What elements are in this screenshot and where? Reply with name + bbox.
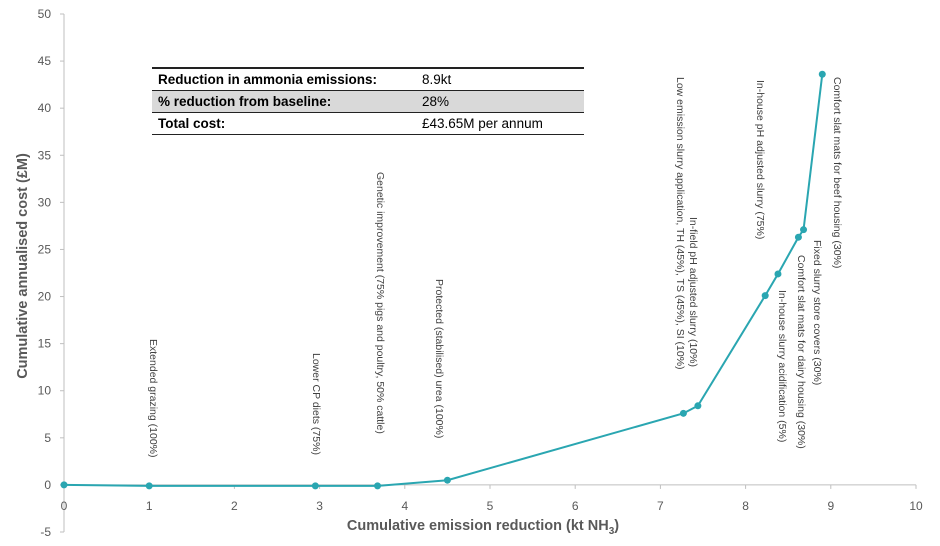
summary-value: £43.65M per annum (422, 116, 543, 131)
y-tick-label: 50 (38, 7, 52, 21)
x-tick-label: 9 (827, 499, 834, 513)
y-tick-label: 35 (38, 148, 52, 162)
summary-value: 28% (416, 90, 584, 113)
data-point (145, 482, 153, 490)
annotation-label: Extended grazing (100%) (147, 339, 159, 458)
annotation-label: Protected (stabilised) urea (100%) (433, 279, 445, 438)
x-tick-label: 3 (316, 499, 323, 513)
annotation-label: Low emission slurry application, TH (45%… (674, 77, 686, 370)
annotation-label: Comfort slat mats for dairy housing (30%… (795, 255, 807, 449)
annotation-label: Fixed slurry store covers (30%) (811, 240, 823, 385)
y-tick-label: 5 (44, 431, 51, 445)
annotations: Extended grazing (100%) Lower CP diets (7… (147, 77, 843, 458)
x-tick-label: 1 (146, 499, 153, 513)
y-tick-label: 45 (38, 54, 52, 68)
summary-label: % reduction from baseline: (152, 90, 416, 113)
y-tick-label: -5 (40, 525, 51, 539)
y-tick-label: 30 (38, 195, 52, 209)
y-tick-label: 0 (44, 478, 51, 492)
y-tick-label: 20 (38, 290, 52, 304)
y-tick-label: 25 (38, 242, 52, 256)
data-point (818, 70, 826, 78)
summary-row: Reduction in ammonia emissions: 8.9kt (152, 67, 584, 91)
summary-label: Total cost: (158, 116, 226, 131)
summary-row: % reduction from baseline: 28% (152, 90, 584, 113)
x-tick-label: 2 (231, 499, 238, 513)
annotation-label: Comfort slat mats for beef housing (30%) (831, 77, 843, 268)
summary-label: Reduction in ammonia emissions: (152, 67, 416, 91)
x-tick-label: 5 (487, 499, 494, 513)
annotation-label: Genetic improvement (75% pigs and poultr… (374, 172, 386, 434)
y-tick-label: 15 (38, 337, 52, 351)
data-point (679, 409, 687, 417)
x-tick-label: 7 (657, 499, 664, 513)
data-point (794, 233, 802, 241)
y-axis-title: Cumulative annualised cost (£M) (15, 153, 31, 379)
x-tick-label: 10 (909, 499, 923, 513)
data-point (800, 226, 808, 234)
x-tick-label: 0 (61, 499, 68, 513)
data-point (761, 292, 769, 300)
x-axis-title: Cumulative emission reduction (kt NH3) (347, 518, 619, 537)
x-tick-label: 4 (401, 499, 408, 513)
data-point (774, 270, 782, 278)
data-point (374, 482, 382, 490)
annotation-label: In-house slurry acidification (5%) (776, 290, 788, 442)
y-tick-label: 40 (38, 101, 52, 115)
data-point (694, 402, 702, 410)
annotation-label: In-field pH adjusted slurry (10%) (687, 217, 699, 367)
x-tick-label: 6 (572, 499, 579, 513)
x-tick-label: 8 (742, 499, 749, 513)
data-marks (60, 70, 826, 490)
data-point (443, 476, 451, 484)
annotation-label: Lower CP diets (75%) (310, 353, 322, 455)
summary-table: Reduction in ammonia emissions: 8.9kt % … (152, 67, 584, 135)
annotation-label: In-house pH adjusted slurry (75%) (754, 80, 766, 239)
summary-value: 8.9kt (416, 67, 584, 91)
y-tick-label: 10 (38, 384, 52, 398)
summary-row: Total cost: £43.65M per annum (152, 113, 584, 135)
data-point (311, 482, 319, 490)
data-point (60, 481, 68, 489)
